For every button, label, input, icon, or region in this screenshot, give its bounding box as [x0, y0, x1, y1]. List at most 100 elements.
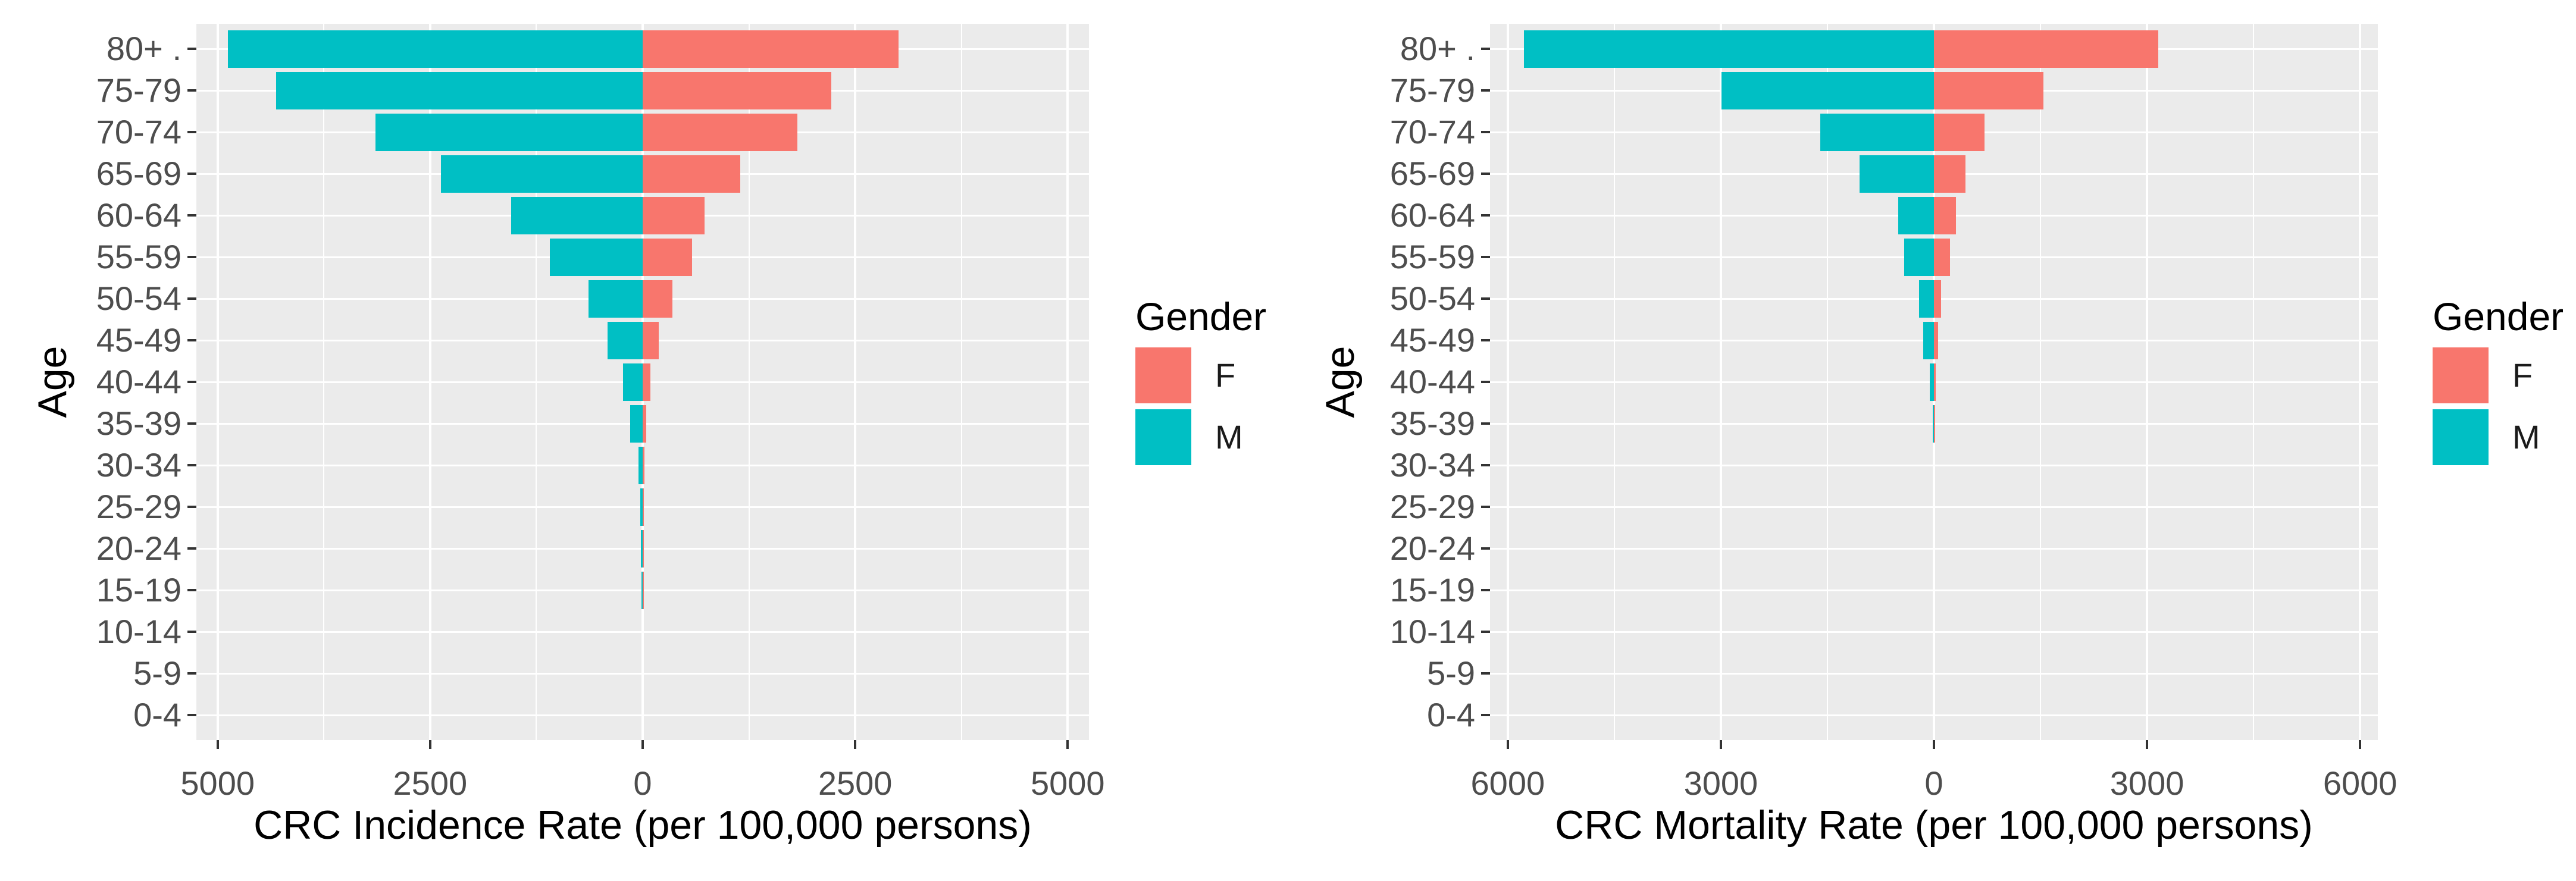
y-tick	[1481, 672, 1490, 675]
bar-M-75-79	[276, 71, 643, 109]
y-tick	[1481, 89, 1490, 92]
bar-F-80+ .	[643, 30, 899, 68]
bar-F-45-49	[1934, 321, 1938, 359]
bar-M-55-59	[1904, 238, 1934, 276]
y-tick	[1481, 547, 1490, 550]
bar-M-20-24	[641, 529, 643, 568]
bar-F-50-54	[643, 280, 672, 318]
bar-M-30-34	[638, 446, 643, 484]
legend-title: Gender	[2433, 294, 2564, 338]
bar-M-40-44	[623, 363, 643, 401]
bar-M-70-74	[375, 113, 643, 151]
x-tick-label-6000: 6000	[2323, 764, 2397, 802]
y-tick	[187, 381, 196, 383]
legend-label-F: F	[1215, 356, 1236, 394]
y-tick-label-30-34: 30-34	[96, 446, 181, 484]
legend-swatch-M	[1135, 409, 1191, 465]
y-tick	[1481, 589, 1490, 591]
y-tick-label-5-9: 5-9	[1427, 654, 1475, 692]
y-tick	[1481, 381, 1490, 383]
x-tick-label-5000: 5000	[1030, 764, 1105, 802]
y-tick	[1481, 48, 1490, 50]
y-tick-label-45-49: 45-49	[1389, 321, 1475, 359]
bar-F-40-44	[643, 363, 650, 401]
y-tick-label-60-64: 60-64	[1389, 196, 1475, 234]
bar-M-45-49	[1923, 321, 1934, 359]
y-tick	[1481, 297, 1490, 300]
bar-M-55-59	[550, 238, 643, 276]
bar-M-60-64	[1898, 196, 1934, 234]
bar-M-75-79	[1721, 71, 1934, 109]
bar-F-60-64	[1934, 196, 1956, 234]
y-tick	[1481, 631, 1490, 633]
bar-M-40-44	[1929, 363, 1934, 401]
y-tick	[187, 89, 196, 92]
bar-M-65-69	[441, 155, 643, 193]
y-tick-label-70-74: 70-74	[1389, 113, 1475, 151]
y-tick-label-35-39: 35-39	[1389, 405, 1475, 442]
grid-major-h	[196, 631, 1089, 633]
bar-F-50-54	[1934, 280, 1941, 318]
y-tick-label-10-14: 10-14	[1389, 613, 1475, 650]
y-tick-label-60-64: 60-64	[96, 196, 181, 234]
bar-M-50-54	[1918, 280, 1934, 318]
y-tick-label-35-39: 35-39	[96, 405, 181, 442]
x-tick	[2146, 740, 2149, 749]
y-tick-label-5-9: 5-9	[133, 654, 181, 692]
y-tick-label-80+ .: 80+ .	[106, 30, 181, 67]
y-tick	[1481, 464, 1490, 466]
y-tick-label-10-14: 10-14	[96, 613, 181, 650]
y-tick-label-65-69: 65-69	[96, 155, 181, 192]
bar-F-60-64	[643, 196, 705, 234]
legend-label-F: F	[2512, 356, 2533, 394]
grid-major-h	[1490, 547, 2378, 550]
y-tick	[1481, 131, 1490, 133]
bar-M-80+ .	[227, 30, 643, 68]
y-tick-label-25-29: 25-29	[96, 488, 181, 525]
y-tick-label-55-59: 55-59	[96, 238, 181, 275]
bar-F-20-24	[643, 529, 644, 568]
y-tick-label-55-59: 55-59	[1389, 238, 1475, 275]
y-tick	[187, 339, 196, 341]
x-tick-label-0: 0	[1924, 764, 1943, 802]
y-tick-label-30-34: 30-34	[1389, 446, 1475, 484]
legend-swatch-M	[2433, 409, 2489, 465]
y-tick	[187, 589, 196, 591]
x-tick	[1719, 740, 1722, 749]
x-tick-label-3000: 3000	[2109, 764, 2184, 802]
y-tick	[187, 297, 196, 300]
x-tick-label-2500: 2500	[393, 764, 468, 802]
y-tick	[1481, 506, 1490, 508]
y-tick-label-75-79: 75-79	[1389, 71, 1475, 109]
bar-M-60-64	[511, 196, 643, 234]
bar-M-25-29	[640, 488, 643, 526]
y-tick-label-50-54: 50-54	[1389, 280, 1475, 317]
bar-F-70-74	[643, 113, 797, 151]
bar-F-55-59	[1934, 238, 1951, 276]
x-tick	[641, 740, 644, 749]
bar-F-65-69	[1934, 155, 1965, 193]
grid-major-h	[1490, 714, 2378, 716]
y-tick	[187, 214, 196, 217]
y-tick-label-40-44: 40-44	[1389, 363, 1475, 400]
legend-title: Gender	[1135, 294, 1267, 338]
bar-F-25-29	[643, 488, 644, 526]
y-tick	[187, 547, 196, 550]
y-tick-label-65-69: 65-69	[1389, 155, 1475, 192]
y-tick	[187, 506, 196, 508]
bar-F-35-39	[643, 405, 647, 443]
x-tick-label-3000: 3000	[1683, 764, 1758, 802]
bar-F-80+ .	[1934, 30, 2159, 68]
grid-major-h	[1490, 589, 2378, 591]
y-tick	[187, 631, 196, 633]
bar-M-35-39	[1932, 405, 1934, 443]
y-tick-label-20-24: 20-24	[1389, 529, 1475, 567]
bar-F-75-79	[1934, 71, 2043, 109]
x-tick	[216, 740, 219, 749]
bar-M-70-74	[1820, 113, 1934, 151]
legend-swatch-F	[1135, 347, 1191, 403]
x-tick	[1066, 740, 1069, 749]
y-tick-label-15-19: 15-19	[1389, 571, 1475, 609]
